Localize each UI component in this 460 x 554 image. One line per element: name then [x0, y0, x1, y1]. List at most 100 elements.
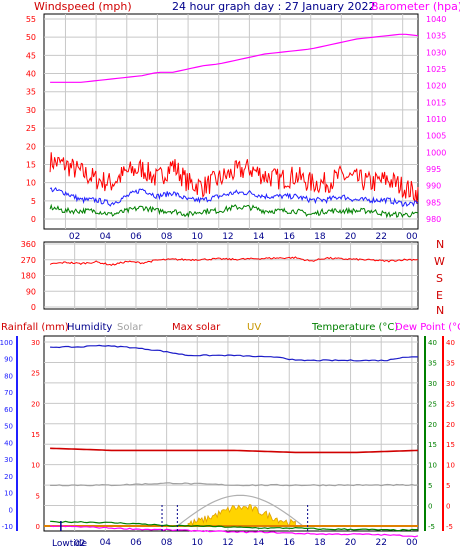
wind-x-tick-labels: 02 04 06 08 10 12 14 16 18 20 22 00 — [69, 232, 418, 242]
temperature-legend: Temperature (°C) — [311, 322, 398, 333]
humidity-tick: 60 — [4, 406, 13, 414]
series-solar — [50, 482, 419, 487]
x-tick: 22 — [375, 538, 386, 548]
dewpoint-tick: 25 — [446, 400, 455, 408]
temperature-tick: 0 — [428, 503, 432, 511]
dewpoint-tick: 20 — [446, 421, 455, 429]
humidity-tick: -10 — [2, 523, 13, 531]
wind-series — [49, 33, 419, 219]
series-average — [49, 187, 419, 207]
temperature-tick: 20 — [428, 421, 437, 429]
windspeed-tick: 35 — [26, 88, 36, 97]
rain-temp-tick-labels: -100102030405060708090100051015202530-50… — [0, 339, 455, 531]
series-max-solar — [50, 447, 419, 454]
barometer-tick: 1030 — [426, 48, 446, 57]
barometer-tick: 1025 — [426, 65, 446, 74]
rain-temp-series — [44, 344, 419, 538]
windspeed-tick: 5 — [31, 197, 36, 206]
wind-panel-frame — [43, 13, 419, 230]
lowtide-label: Lowtide — [52, 539, 87, 549]
rain-tick: 0 — [36, 523, 40, 531]
x-tick: 12 — [222, 232, 233, 242]
barometer-tick-labels: 980 985 990 995 1000 1005 1010 1015 1020 1025 1030… — [426, 15, 446, 224]
dewpoint-tick: 10 — [446, 462, 455, 470]
series-speed — [49, 203, 419, 219]
windspeed-tick: 0 — [31, 215, 36, 224]
compass-label: N — [436, 304, 444, 317]
barometer-tick: 1015 — [426, 98, 446, 107]
humidity-legend: Humidity — [67, 322, 112, 333]
barometer-tick: 1040 — [426, 15, 446, 24]
barometer-tick: 985 — [426, 198, 441, 207]
x-tick: 16 — [284, 232, 296, 242]
rainfall-legend: Rainfall (mm) — [1, 322, 69, 333]
series-humidity — [50, 344, 419, 362]
rain-temp-panel-frame — [43, 335, 419, 532]
x-tick: 00 — [406, 538, 418, 548]
humidity-tick: 70 — [4, 389, 13, 397]
windspeed-tick-labels: 0 5 10 15 20 25 30 35 40 45 50 55 — [26, 15, 36, 224]
x-tick: 14 — [253, 232, 265, 242]
series-dew-point — [49, 525, 419, 538]
lowtide-hour: 02 — [74, 539, 85, 549]
dew-point-legend: Dew Point (°C) — [395, 322, 460, 333]
direction-tick: 0 — [31, 303, 36, 312]
x-tick: 02 — [69, 232, 80, 242]
rain-tick: 10 — [31, 462, 40, 470]
barometer-tick: 1005 — [426, 132, 446, 141]
windspeed-axis-title: Windspeed (mph) — [34, 0, 132, 13]
x-tick: 10 — [192, 538, 204, 548]
x-tick: 04 — [100, 538, 112, 548]
direction-tick: 180 — [21, 272, 36, 281]
series-gust — [49, 152, 419, 204]
rain-tick: 15 — [31, 431, 40, 439]
x-tick: 08 — [161, 538, 173, 548]
humidity-tick: 50 — [4, 423, 13, 431]
x-tick: 12 — [222, 538, 233, 548]
direction-tick: 90 — [26, 287, 36, 296]
x-tick: 20 — [345, 538, 357, 548]
max-solar-legend: Max solar — [172, 322, 221, 333]
temperature-tick: -5 — [428, 523, 435, 531]
temperature-tick: 35 — [428, 359, 437, 367]
windspeed-tick: 10 — [26, 179, 36, 188]
x-tick: 18 — [314, 538, 326, 548]
dewpoint-tick: 15 — [446, 441, 455, 449]
humidity-tick: 40 — [4, 439, 13, 447]
compass-label: E — [436, 289, 443, 302]
series-barometer — [50, 33, 419, 83]
x-tick: 14 — [253, 538, 265, 548]
x-tick: 22 — [375, 232, 386, 242]
rain-temp-axes — [16, 336, 444, 531]
dewpoint-tick: 40 — [446, 339, 455, 347]
series-uv — [187, 504, 296, 527]
barometer-tick: 1010 — [426, 115, 446, 124]
temperature-tick: 5 — [428, 482, 432, 490]
temperature-tick: 25 — [428, 400, 437, 408]
compass-labels: N W S E N — [434, 238, 445, 317]
rain-tick: 25 — [31, 370, 40, 378]
dewpoint-tick: 5 — [446, 482, 450, 490]
barometer-tick: 980 — [426, 215, 441, 224]
humidity-tick: 10 — [4, 490, 13, 498]
direction-series — [49, 256, 419, 267]
rain-tick: 5 — [36, 492, 40, 500]
barometer-tick: 995 — [426, 165, 441, 174]
direction-tick: 360 — [21, 240, 36, 249]
series-solar-arc — [177, 494, 304, 527]
x-tick: 16 — [284, 538, 296, 548]
barometer-tick: 1035 — [426, 32, 446, 41]
rain-tick: 30 — [31, 339, 40, 347]
solar-legend: Solar — [117, 322, 143, 333]
x-tick: 08 — [161, 232, 173, 242]
humidity-tick: 20 — [4, 473, 13, 481]
windspeed-tick: 25 — [26, 124, 36, 133]
temperature-tick: 10 — [428, 462, 437, 470]
humidity-tick: 0 — [9, 506, 13, 514]
windspeed-tick: 20 — [26, 142, 36, 151]
rain-tick: 20 — [31, 400, 40, 408]
dewpoint-tick: 0 — [446, 503, 450, 511]
windspeed-tick: 40 — [26, 70, 36, 79]
windspeed-tick: 15 — [26, 160, 36, 169]
